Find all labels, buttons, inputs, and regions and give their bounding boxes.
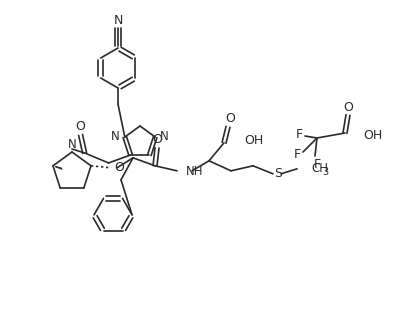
Text: O: O [76,121,85,133]
Text: NH: NH [186,165,204,178]
Text: F: F [313,157,321,171]
Text: O: O [225,112,235,125]
Text: 3: 3 [322,167,328,177]
Text: F: F [295,128,303,140]
Text: CH: CH [311,162,328,175]
Text: O: O [114,161,124,174]
Text: O: O [343,100,353,114]
Text: F: F [294,147,301,160]
Text: OH: OH [244,134,263,147]
Text: N: N [160,130,169,143]
Text: N: N [68,137,77,150]
Text: S: S [274,167,282,180]
Text: N: N [111,130,120,143]
Text: O: O [152,133,162,146]
Text: OH: OH [363,129,382,141]
Text: N: N [113,13,123,26]
